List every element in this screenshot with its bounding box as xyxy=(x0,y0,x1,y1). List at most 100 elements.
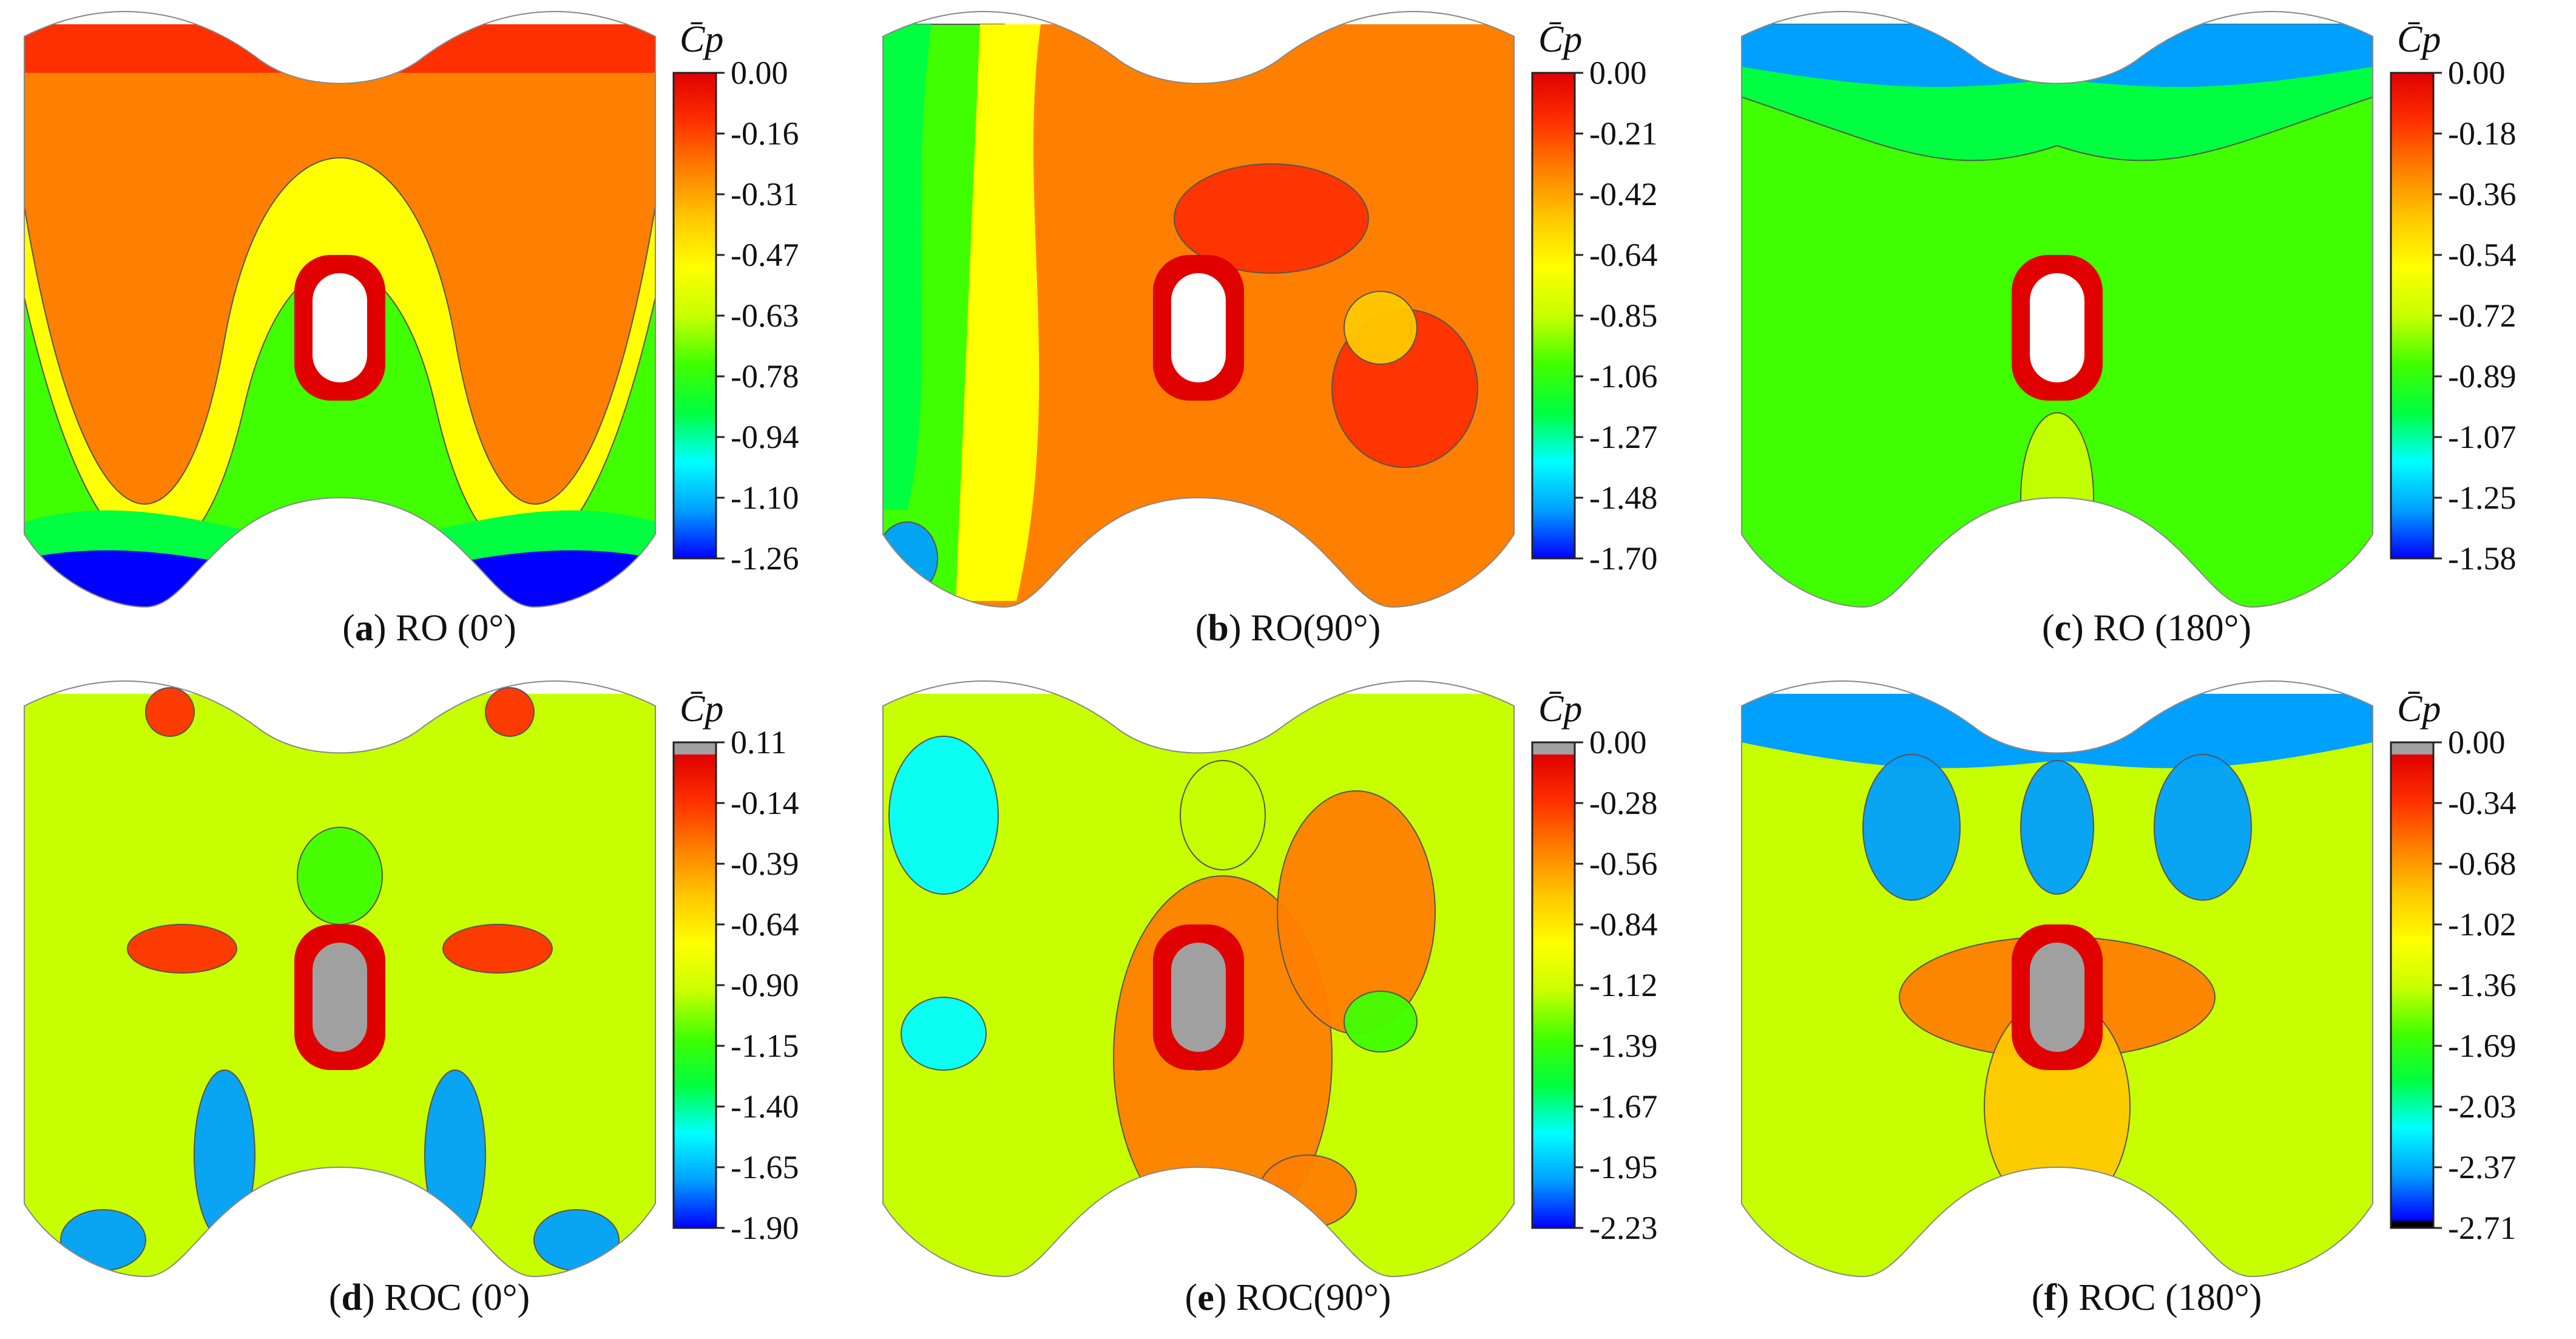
panel-a: C̄p 0.00 -0.16 -0.31 -0.47 -0.63 -0.78 -0.94 -1.… xyxy=(0,0,859,670)
pressure-spot xyxy=(485,687,535,737)
colorbar-tick-label: 0.11 xyxy=(731,724,787,761)
caption-e: (e) ROC(90°) xyxy=(1185,1277,1391,1318)
colorbar-tick-label: -1.25 xyxy=(2448,480,2516,516)
colorbar-tick-label: -0.31 xyxy=(731,176,799,212)
colorbar-tick-label: -1.48 xyxy=(1589,480,1657,516)
pressure-band-blue xyxy=(1742,24,2373,87)
pressure-band-cyan xyxy=(883,24,931,510)
pressure-spot xyxy=(1862,754,1961,901)
colorbar-tick-label: 0.00 xyxy=(1589,55,1647,91)
pressure-spot xyxy=(901,997,987,1071)
panel-e: C̄p 0.00 -0.28 -0.56 -0.84 -1.12 -1.39 -1.67 -1.… xyxy=(859,670,1717,1339)
colorbar-tick-label: -1.67 xyxy=(1589,1088,1657,1125)
colorbar-tick-label: -1.39 xyxy=(1589,1028,1657,1064)
colorbar-tick-label: -0.39 xyxy=(731,846,799,882)
panel-b: C̄p 0.00 -0.21 -0.42 -0.64 -0.85 -1.06 -1.27 -1.… xyxy=(859,0,1717,670)
colorbar-tick-label: -0.14 xyxy=(731,785,799,821)
caption-text: ROC(90°) xyxy=(1226,1277,1391,1318)
colorbar-tick-label: -0.54 xyxy=(2448,237,2516,273)
contour-field xyxy=(1742,694,2373,1277)
colorbar-gradient xyxy=(674,73,716,558)
panel-f: C̄p 0.00 -0.34 -0.68 -1.02 -1.36 -1.69 -2.03 -2.… xyxy=(1717,670,2576,1339)
colorbar-tick-label: -1.90 xyxy=(731,1210,799,1246)
opening xyxy=(1171,273,1226,382)
colorbar-d: C̄p0.11 -0.14 -0.39 -0.64 -0.90 -1.15 -1.40 -1.… xyxy=(672,688,799,1246)
colorbar-tick-label: 0.00 xyxy=(2448,55,2506,91)
colorbar-tick-label: -0.84 xyxy=(1589,906,1657,943)
pressure-spot xyxy=(60,1209,146,1271)
colorbar-tick-label: -0.89 xyxy=(2448,358,2516,395)
pressure-spot xyxy=(127,924,237,974)
colorbar-tick-label: -1.06 xyxy=(1589,358,1657,395)
colorbar-tick-label: 0.00 xyxy=(1589,724,1647,761)
roof-outline xyxy=(882,680,1515,1278)
contour-field xyxy=(24,24,655,608)
colorbar-gradient xyxy=(674,754,716,1228)
colorbar-cap-top xyxy=(674,742,716,754)
colorbar-tick-label: -0.16 xyxy=(731,115,799,152)
pressure-spot xyxy=(883,521,938,595)
pressure-spot xyxy=(2154,754,2252,901)
colorbar-gradient xyxy=(2391,73,2433,558)
caption-a: (a) RO (0°) xyxy=(342,608,516,649)
caption-text: ROC (0°) xyxy=(374,1277,530,1318)
colorbar-label: C̄p xyxy=(680,688,723,730)
colorbar-tick-label: -0.90 xyxy=(731,967,799,1003)
contour-plot-b xyxy=(882,11,1515,608)
colorbar-label: C̄p xyxy=(2397,688,2441,730)
panel-c: C̄p 0.00 -0.18 -0.36 -0.54 -0.72 -0.89 -1.07 -1.… xyxy=(1717,0,2576,670)
colorbar-tick-label: -0.72 xyxy=(2448,297,2516,334)
colorbar-tick-label: -1.65 xyxy=(731,1149,799,1185)
caption-f: (f) ROC (180°) xyxy=(2031,1277,2262,1318)
pressure-band-blue xyxy=(1742,694,2373,768)
pressure-spot xyxy=(442,924,553,974)
pressure-spot xyxy=(1344,291,1418,365)
pressure-spot xyxy=(888,736,999,895)
pressure-spot xyxy=(533,1209,620,1271)
colorbar-tick-label: -0.78 xyxy=(731,358,799,395)
colorbar-tick-label: -1.58 xyxy=(2448,540,2516,577)
colorbar-tick-label: -1.07 xyxy=(2448,419,2516,455)
contour-plot-f xyxy=(1741,680,2373,1278)
colorbar-cap-top xyxy=(2391,742,2433,754)
colorbar-tick-label: 0.00 xyxy=(731,55,788,91)
caption-letter: c xyxy=(2054,608,2072,649)
colorbar-tick-label: -0.68 xyxy=(2448,846,2516,882)
caption-text: RO (180°) xyxy=(2083,608,2252,649)
colorbar-gradient xyxy=(1532,754,1575,1228)
opening xyxy=(2030,943,2084,1052)
contour-field xyxy=(883,24,1514,608)
pressure-spot xyxy=(145,687,195,737)
colorbar-cap-bottom xyxy=(2391,1221,2433,1228)
roof-outline xyxy=(1741,680,2373,1278)
caption-text: RO (0°) xyxy=(386,608,516,649)
colorbar-tick-label: -1.10 xyxy=(731,480,799,516)
colorbar-tick-label: -0.85 xyxy=(1589,297,1657,334)
colorbar-tick-label: -1.40 xyxy=(731,1088,799,1125)
opening xyxy=(2030,273,2084,382)
colorbar-tick-label: -0.64 xyxy=(731,906,799,943)
colorbar-tick-label: -1.15 xyxy=(731,1028,799,1064)
contour-field xyxy=(24,687,655,1277)
colorbar-tick-label: -1.02 xyxy=(2448,906,2516,943)
colorbar-tick-label: -1.95 xyxy=(1589,1149,1657,1185)
colorbar-tick-label: -0.34 xyxy=(2448,785,2516,821)
colorbar-label: C̄p xyxy=(2397,19,2441,60)
opening xyxy=(1171,943,1226,1052)
colorbar-tick-label: -2.03 xyxy=(2448,1088,2516,1125)
colorbar-tick-label: -0.64 xyxy=(1589,237,1657,273)
colorbar-label: C̄p xyxy=(1538,688,1582,730)
pressure-spot xyxy=(2020,760,2094,895)
pressure-spot xyxy=(1259,1154,1357,1229)
panel-d: C̄p 0.11 -0.14 -0.39 -0.64 -0.90 -1.15 -1.40 -1.… xyxy=(0,670,859,1339)
caption-letter: e xyxy=(1197,1277,1214,1318)
caption-text: ROC (180°) xyxy=(2069,1277,2262,1318)
contour-plot-c xyxy=(1741,11,2373,608)
colorbar-a: C̄p0.00 -0.16 -0.31 -0.47 -0.63 -0.78 -0.94 -1.… xyxy=(672,19,799,577)
colorbar-gradient xyxy=(1532,73,1575,558)
pressure-spot xyxy=(1344,991,1418,1053)
colorbar-label: C̄p xyxy=(680,19,723,60)
contour-field xyxy=(883,694,1514,1277)
caption-letter: a xyxy=(354,608,374,649)
colorbar-tick-label: -2.23 xyxy=(1589,1210,1657,1246)
